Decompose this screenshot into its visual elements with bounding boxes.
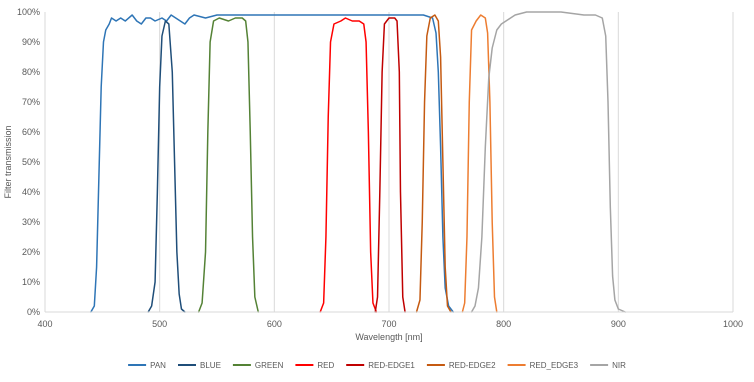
y-tick-label: 50% — [22, 157, 40, 167]
legend-label: GREEN — [255, 361, 284, 370]
y-tick-label: 60% — [22, 127, 40, 137]
series-line-blue — [147, 20, 186, 313]
legend-item: NIR — [590, 361, 626, 370]
plot-area: 400 500 600 700 800 900 1000 0% 10% 20% 30% 40% 50% 6… — [17, 7, 743, 329]
legend-label: RED-EDGE2 — [449, 361, 496, 370]
series-line-red_edge3 — [461, 14, 498, 313]
y-tick-label: 30% — [22, 217, 40, 227]
legend-item: BLUE — [178, 361, 221, 370]
y-axis-title: Filter transmission — [3, 125, 13, 198]
x-tick-label: 500 — [152, 319, 167, 329]
x-tick-label: 800 — [496, 319, 511, 329]
gridlines — [159, 12, 734, 312]
y-tick-label: 90% — [22, 37, 40, 47]
legend-item: RED-EDGE2 — [426, 361, 496, 370]
legend-label: PAN — [150, 361, 166, 370]
series-line-red — [319, 17, 378, 313]
legend: PAN BLUE GREEN RED RED-EDGE1 RED-EDGE2 RED_EDG… — [128, 361, 626, 370]
legend-label: RED-EDGE1 — [368, 361, 415, 370]
y-tick-label: 10% — [22, 277, 40, 287]
legend-item: RED-EDGE1 — [346, 361, 415, 370]
legend-item: RED — [295, 361, 335, 370]
x-axis-title: Wavelength [nm] — [355, 332, 422, 342]
legend-label: BLUE — [200, 361, 221, 370]
x-tick-label: 400 — [37, 319, 52, 329]
series-line-red-edge2 — [415, 14, 452, 313]
legend-label: RED_EDGE3 — [530, 361, 579, 370]
x-tick-label: 1000 — [723, 319, 743, 329]
series-line-pan — [90, 14, 454, 313]
y-tick-label: 100% — [17, 7, 40, 17]
legend-item: PAN — [128, 361, 166, 370]
series-line-green — [197, 17, 260, 313]
x-tick-label: 600 — [267, 319, 282, 329]
legend-item: GREEN — [232, 361, 284, 370]
series-lines — [90, 11, 626, 313]
x-tick-label: 700 — [381, 319, 396, 329]
y-tick-label: 80% — [22, 67, 40, 77]
axes: 400 500 600 700 800 900 1000 0% 10% 20% 30% 40% 50% 6… — [17, 7, 743, 329]
series-line-red-edge1 — [374, 17, 406, 313]
x-tick-label: 900 — [611, 319, 626, 329]
y-tick-label: 70% — [22, 97, 40, 107]
legend-label: RED — [317, 361, 334, 370]
y-tick-label: 40% — [22, 187, 40, 197]
legend-label: NIR — [612, 361, 626, 370]
y-tick-label: 20% — [22, 247, 40, 257]
series-line-nir — [470, 11, 626, 313]
y-tick-label: 0% — [27, 307, 40, 317]
legend-item: RED_EDGE3 — [507, 361, 579, 370]
